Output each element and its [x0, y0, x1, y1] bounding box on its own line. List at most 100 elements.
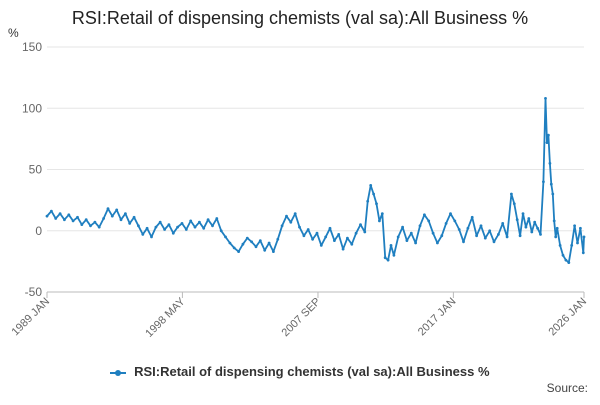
data-point	[280, 224, 284, 228]
legend-marker-icon	[110, 368, 127, 378]
data-point	[184, 228, 188, 231]
data-point	[54, 217, 58, 220]
data-point	[67, 213, 71, 217]
data-point	[267, 241, 271, 245]
data-point	[324, 235, 328, 239]
data-point	[193, 225, 197, 229]
data-point	[453, 219, 457, 223]
data-point	[119, 218, 123, 222]
data-point	[180, 222, 184, 225]
data-point	[427, 219, 431, 223]
data-point	[548, 162, 552, 165]
data-point	[71, 219, 75, 223]
data-point	[263, 248, 267, 252]
data-point	[449, 212, 452, 216]
data-point	[536, 226, 539, 230]
data-point	[241, 242, 245, 246]
x-tick-label: 1989 JAN	[9, 296, 52, 339]
data-point	[202, 226, 206, 230]
data-point	[539, 233, 542, 236]
data-point	[505, 235, 509, 239]
data-point	[254, 245, 258, 249]
data-point	[501, 222, 505, 225]
data-point	[89, 224, 92, 228]
data-point	[372, 192, 375, 196]
data-point	[544, 97, 547, 100]
y-tick-label: 150	[22, 40, 42, 54]
y-tick-label: 0	[35, 224, 42, 238]
data-point	[512, 202, 516, 206]
data-point	[350, 242, 354, 246]
data-point	[102, 217, 105, 220]
data-point	[250, 240, 254, 244]
data-point	[436, 241, 439, 245]
data-point	[354, 231, 358, 235]
data-point	[479, 224, 483, 228]
data-point	[224, 235, 227, 239]
data-point	[369, 184, 373, 187]
data-point	[542, 180, 545, 184]
data-point	[50, 209, 53, 213]
data-point	[582, 235, 586, 239]
data-point	[567, 261, 571, 264]
data-point	[189, 219, 193, 223]
data-point	[483, 236, 487, 240]
data-point	[106, 207, 110, 211]
data-point	[492, 240, 496, 244]
data-point	[396, 235, 400, 239]
chart-legend[interactable]: RSI:Retail of dispensing chemists (val s…	[0, 364, 600, 379]
data-point	[552, 219, 556, 223]
y-tick-label: 100	[22, 101, 42, 115]
data-point	[141, 233, 145, 236]
data-point	[383, 256, 387, 260]
data-point	[570, 244, 574, 247]
data-point	[311, 237, 314, 241]
data-point	[558, 244, 562, 247]
data-point	[206, 218, 210, 222]
data-point	[414, 241, 417, 245]
data-point	[97, 225, 101, 229]
data-point	[58, 212, 62, 216]
data-point	[510, 192, 513, 196]
y-tick-label: -50	[25, 285, 43, 299]
data-point	[124, 212, 127, 216]
data-point	[289, 220, 293, 224]
data-point	[564, 258, 568, 262]
data-point	[319, 244, 323, 247]
data-point	[555, 226, 559, 230]
data-point	[470, 215, 474, 219]
data-point	[409, 231, 413, 235]
x-tick-label: 1998 MAY	[143, 295, 188, 340]
data-point	[466, 226, 470, 230]
data-point	[515, 218, 519, 222]
data-point	[521, 212, 525, 216]
data-point	[551, 192, 555, 196]
data-point	[84, 218, 88, 222]
data-point	[272, 250, 275, 254]
data-point	[258, 239, 262, 243]
data-point	[232, 246, 236, 250]
data-point	[462, 240, 465, 244]
data-point	[576, 241, 579, 245]
data-point	[63, 218, 66, 222]
data-point	[128, 222, 132, 225]
data-point	[545, 141, 549, 145]
data-point	[219, 229, 223, 233]
data-point	[366, 199, 370, 203]
chart-title: RSI:Retail of dispensing chemists (val s…	[71, 8, 529, 28]
data-point	[176, 225, 180, 229]
data-point	[145, 226, 149, 230]
source-label: Source:	[546, 381, 588, 395]
data-point	[389, 244, 393, 247]
data-point	[488, 229, 492, 233]
data-point	[93, 220, 97, 224]
data-point	[518, 234, 522, 238]
data-point	[167, 223, 171, 227]
data-point	[530, 230, 534, 234]
data-point	[302, 234, 306, 238]
data-point	[154, 225, 158, 229]
x-tick-label: 2026 JAN	[546, 296, 589, 339]
data-point	[80, 223, 84, 227]
